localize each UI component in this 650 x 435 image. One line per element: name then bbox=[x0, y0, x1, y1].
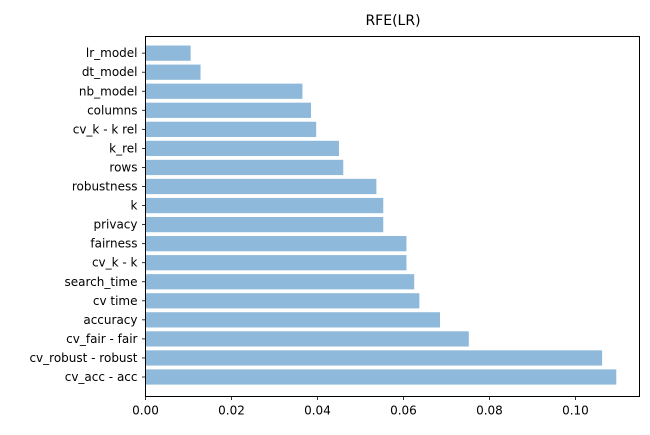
y-axis-ticks: cv_acc - acc cv_robust - robust cv_fair - … bbox=[29, 46, 146, 384]
bar-4 bbox=[145, 293, 420, 309]
x-axis-ticks: 0.00 0.02 0.04 0.06 0.08 0.10 bbox=[132, 396, 589, 418]
bar-13 bbox=[145, 121, 317, 137]
y-tick-label: cv_k - k bbox=[92, 256, 138, 270]
y-tick-label: k_rel bbox=[109, 141, 137, 155]
bar-8 bbox=[145, 216, 384, 233]
y-tick-label: cv_k - k rel bbox=[73, 122, 138, 136]
bars-group bbox=[145, 45, 617, 385]
x-tick-label: 0.02 bbox=[218, 404, 245, 418]
y-tick-label: cv time bbox=[93, 294, 138, 308]
y-tick-label: fairness bbox=[90, 237, 137, 251]
y-tick-label: accuracy bbox=[83, 313, 137, 327]
bar-10 bbox=[145, 178, 377, 195]
plot-frame bbox=[145, 36, 640, 397]
bar-16 bbox=[145, 64, 201, 80]
bar-12 bbox=[145, 140, 339, 157]
y-tick-label: privacy bbox=[93, 218, 137, 232]
bar-0 bbox=[145, 369, 617, 385]
bar-11 bbox=[145, 159, 344, 176]
x-tick-label: 0.00 bbox=[132, 404, 159, 418]
bar-6 bbox=[145, 255, 407, 271]
bar-3 bbox=[145, 312, 441, 328]
y-tick-label: search_time bbox=[65, 275, 138, 289]
y-tick-label: cv_robust - robust bbox=[29, 351, 137, 365]
y-tick-label: dt_model bbox=[82, 65, 138, 79]
y-tick-label: lr_model bbox=[86, 46, 138, 60]
bar-2 bbox=[145, 331, 469, 347]
x-tick-label: 0.06 bbox=[390, 404, 417, 418]
y-tick-label: nb_model bbox=[79, 84, 138, 98]
y-tick-label: columns bbox=[87, 103, 137, 117]
y-tick-label: robustness bbox=[72, 180, 138, 194]
y-tick-label: cv_fair - fair bbox=[66, 332, 137, 346]
x-tick-label: 0.10 bbox=[562, 404, 589, 418]
y-tick-label: k bbox=[131, 199, 138, 213]
bar-5 bbox=[145, 274, 415, 290]
bar-7 bbox=[145, 236, 407, 252]
chart-title: RFE(LR) bbox=[365, 13, 420, 29]
y-tick-label: cv_acc - acc bbox=[65, 370, 138, 384]
bar-14 bbox=[145, 102, 312, 118]
bar-1 bbox=[145, 350, 603, 366]
bar-15 bbox=[145, 83, 303, 99]
x-tick-label: 0.04 bbox=[304, 404, 331, 418]
y-tick-label: rows bbox=[109, 160, 137, 174]
x-tick-label: 0.08 bbox=[476, 404, 503, 418]
bar-9 bbox=[145, 197, 384, 214]
bar-17 bbox=[145, 45, 191, 61]
